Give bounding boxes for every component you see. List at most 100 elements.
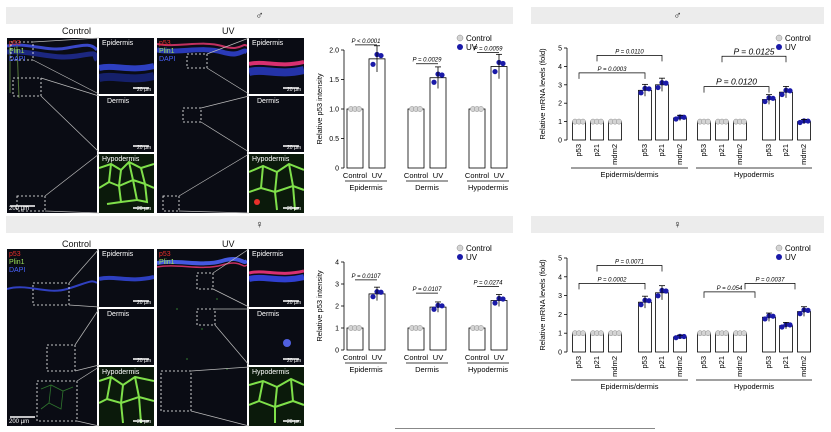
channel-label-plin1: Plin1 [159, 48, 175, 55]
point-uv [762, 98, 768, 105]
x-category-label: Control [465, 353, 490, 362]
y-tick-label: 1 [558, 331, 562, 338]
point-uv [673, 335, 679, 341]
bar-uv [655, 292, 669, 353]
p-value-label: P = 0.0059 [474, 47, 504, 53]
x-gene-label: p21 [592, 144, 601, 157]
bar-uv [797, 311, 811, 353]
channel-label-plin1: Plin1 [9, 48, 25, 55]
significance-bracket [703, 86, 770, 93]
control-label: Control [62, 26, 92, 36]
x-category-label: UV [494, 171, 504, 180]
x-gene-label: p21 [657, 356, 666, 369]
p-value-label: P = 0.0120 [716, 77, 757, 87]
scale-bar-label: 20 µm [287, 145, 301, 151]
point-uv [770, 313, 776, 319]
x-gene-label: p21 [781, 356, 790, 369]
scale-bar-label: 20 µm [287, 358, 301, 364]
x-gene-label: p21 [657, 144, 666, 157]
point-uv [638, 90, 644, 96]
p-value-label: P = 0.0037 [756, 277, 786, 283]
legend-uv-marker [457, 254, 463, 260]
y-tick-label: 0 [335, 348, 339, 355]
scale-bar-label: 200 µm [9, 419, 30, 425]
inset-label: Hypodermis [252, 369, 290, 376]
x-gene-label: p21 [717, 356, 726, 369]
legend-uv-marker [776, 44, 782, 50]
inset-label: Epidermis [102, 251, 134, 258]
point-uv [663, 80, 669, 86]
bar-uv [429, 306, 447, 351]
inset-dermis-female-control: Dermis 20 µm [99, 309, 154, 365]
bar-control [468, 108, 486, 169]
y-tick-label: 1.0 [329, 107, 339, 114]
group-label: Epidermis/dermis [601, 170, 659, 179]
male-header-right: ♂ [531, 7, 824, 24]
control-label: Control [62, 239, 92, 249]
y-tick-label: 4 [558, 274, 562, 281]
x-gene-label: mdm2 [799, 144, 808, 165]
point-control [478, 106, 484, 112]
scale-bar-label: 20 µm [287, 419, 301, 425]
point-uv [492, 300, 498, 306]
p-value-label: P = 0.0002 [598, 277, 628, 283]
point-uv [797, 119, 803, 126]
point-uv [787, 322, 793, 328]
x-gene-label: p53 [699, 356, 708, 369]
micrograph-male-control: p53 Plin1 DAPI 200 µm [7, 38, 97, 213]
legend-uv-marker [457, 44, 463, 50]
p-value-label: P = 0.054 [717, 286, 743, 292]
x-gene-label: p21 [592, 356, 601, 369]
point-uv [370, 61, 376, 67]
channel-label-p53: p53 [159, 251, 171, 258]
inset-label: Hypodermis [102, 156, 140, 163]
x-gene-label: p53 [574, 144, 583, 157]
bar-uv [368, 293, 386, 351]
mrna-chart-male: 0 1 2 3 4 5 Relative mRNA levels (fold) Control… [538, 34, 812, 179]
point-uv [646, 298, 652, 304]
y-tick-label: 0 [558, 350, 562, 357]
point-uv [431, 306, 437, 312]
point-uv [779, 324, 785, 330]
y-axis-label: Relative p53 intensity [315, 270, 324, 342]
scale-bar-label: 20 µm [287, 300, 301, 306]
divider [395, 428, 655, 429]
point-uv [663, 288, 669, 294]
legend-uv-label: UV [466, 43, 478, 52]
y-tick-label: 2.0 [329, 48, 339, 55]
inset-epidermis-male-control: Epidermis 20 µm [99, 38, 154, 94]
legend-control-marker [775, 244, 783, 252]
point-control [741, 330, 747, 336]
point-uv [370, 294, 376, 300]
point-uv [779, 91, 785, 98]
female-header-right: ♀ [531, 216, 824, 233]
micrograph-female-control: p53 Plin1 DAPI 200 µm [7, 249, 97, 426]
channel-label-plin1: Plin1 [9, 259, 25, 266]
point-control [723, 330, 729, 336]
legend-uv-label: UV [785, 253, 797, 262]
significance-bracket [578, 72, 646, 79]
group-label: Hypodermis [468, 183, 508, 192]
point-control [356, 106, 362, 112]
bar-control [608, 332, 622, 353]
inset-dermis-male-uv: Dermis 20 µm [249, 96, 304, 152]
significance-bracket [596, 55, 663, 62]
micrograph-male-uv: p53 Plin1 DAPI [157, 38, 247, 213]
point-uv [378, 52, 384, 59]
point-uv [805, 307, 811, 313]
bar-control [733, 332, 747, 353]
legend-control-marker [775, 34, 783, 42]
point-uv [500, 60, 506, 67]
x-gene-label: mdm2 [735, 144, 744, 165]
y-tick-label: 2 [558, 312, 562, 319]
scale-bar-label: 20 µm [137, 206, 151, 212]
point-control [705, 118, 711, 125]
point-uv [673, 116, 679, 122]
point-control [741, 118, 747, 125]
bar-uv [655, 84, 669, 141]
point-uv [492, 68, 498, 75]
x-category-label: Control [343, 171, 368, 180]
y-tick-label: 5 [558, 256, 562, 263]
x-gene-label: p21 [717, 144, 726, 157]
